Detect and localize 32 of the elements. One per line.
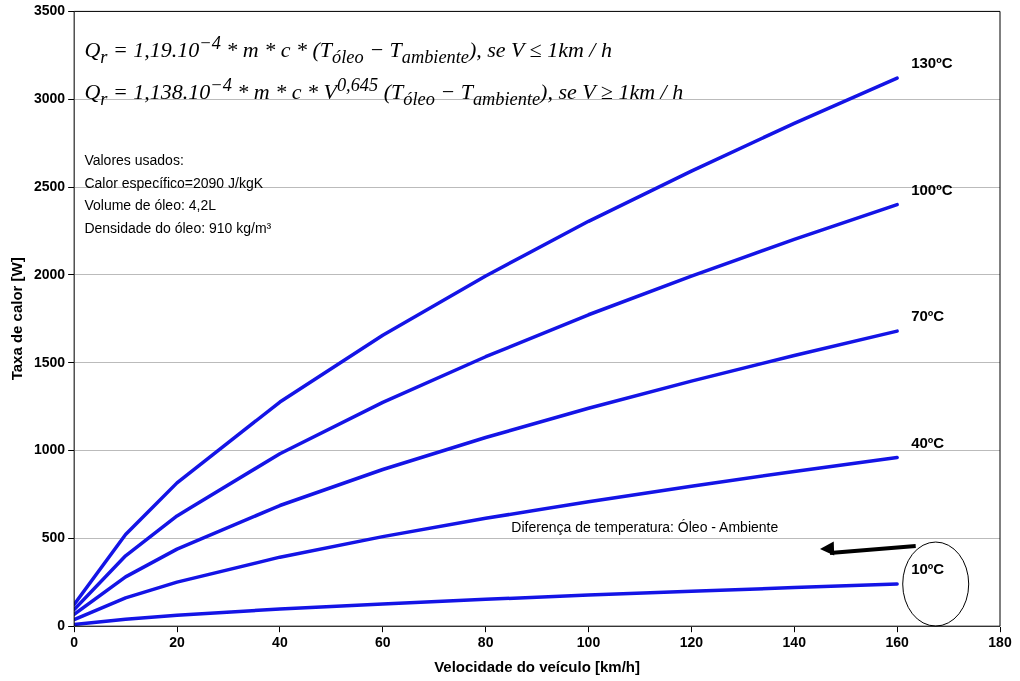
annotation: Diferença de temperatura: Óleo - Ambiente: [511, 518, 779, 535]
x-tick-label: 120: [679, 634, 704, 651]
x-tick-label: 40: [272, 634, 288, 651]
y-tick-label: 2000: [33, 265, 66, 282]
annotation: Densidade do óleo: 910 kg/m³: [84, 220, 272, 237]
x-tick-label: 160: [885, 634, 910, 651]
series-label: 130ºC: [911, 54, 953, 72]
series-label: 10ºC: [911, 560, 945, 578]
x-tick-label: 140: [782, 634, 807, 651]
series-label: 70ºC: [911, 307, 945, 325]
x-tick-label: 0: [70, 634, 79, 651]
y-tick-label: 1500: [33, 353, 66, 370]
y-tick-label: 3000: [33, 90, 66, 107]
annotation: Valores usados:: [84, 151, 184, 168]
annotation: Volume de óleo: 4,2L: [84, 197, 216, 214]
y-tick-label: 1000: [33, 441, 66, 458]
annotation: Calor específico=2090 J/kgK: [84, 174, 264, 191]
x-tick-label: 180: [988, 634, 1012, 651]
text: Q$_{r}$ = 1,138.10$^{−4}$ * m * c * V$^{0,645}$ (T$_{óleo}$ − T$_{ambiente}$), se V ≥ 1km / h: [84, 74, 684, 109]
x-tick-label: 20: [169, 634, 186, 651]
series-label: 100ºC: [911, 180, 953, 198]
text: Q$_{r}$ = 1,19.10$^{−4}$ * m * c * (T$_{óleo}$ − T$_{ambiente}$), se V ≤ 1km / h: [84, 32, 612, 67]
x-tick-label: 60: [374, 634, 391, 651]
y-tick-label: 3500: [33, 2, 66, 19]
series-label: 40ºC: [911, 433, 945, 451]
y-axis-title: Taxa de calor [W]: [8, 257, 26, 381]
y-tick-label: 0: [57, 617, 66, 634]
x-tick-label: 100: [576, 634, 601, 651]
x-tick-label: 80: [477, 634, 494, 651]
y-tick-label: 2500: [33, 177, 66, 194]
y-tick-label: 500: [41, 529, 66, 546]
x-axis-title: Velocidade do veículo [km/h]: [434, 658, 641, 676]
